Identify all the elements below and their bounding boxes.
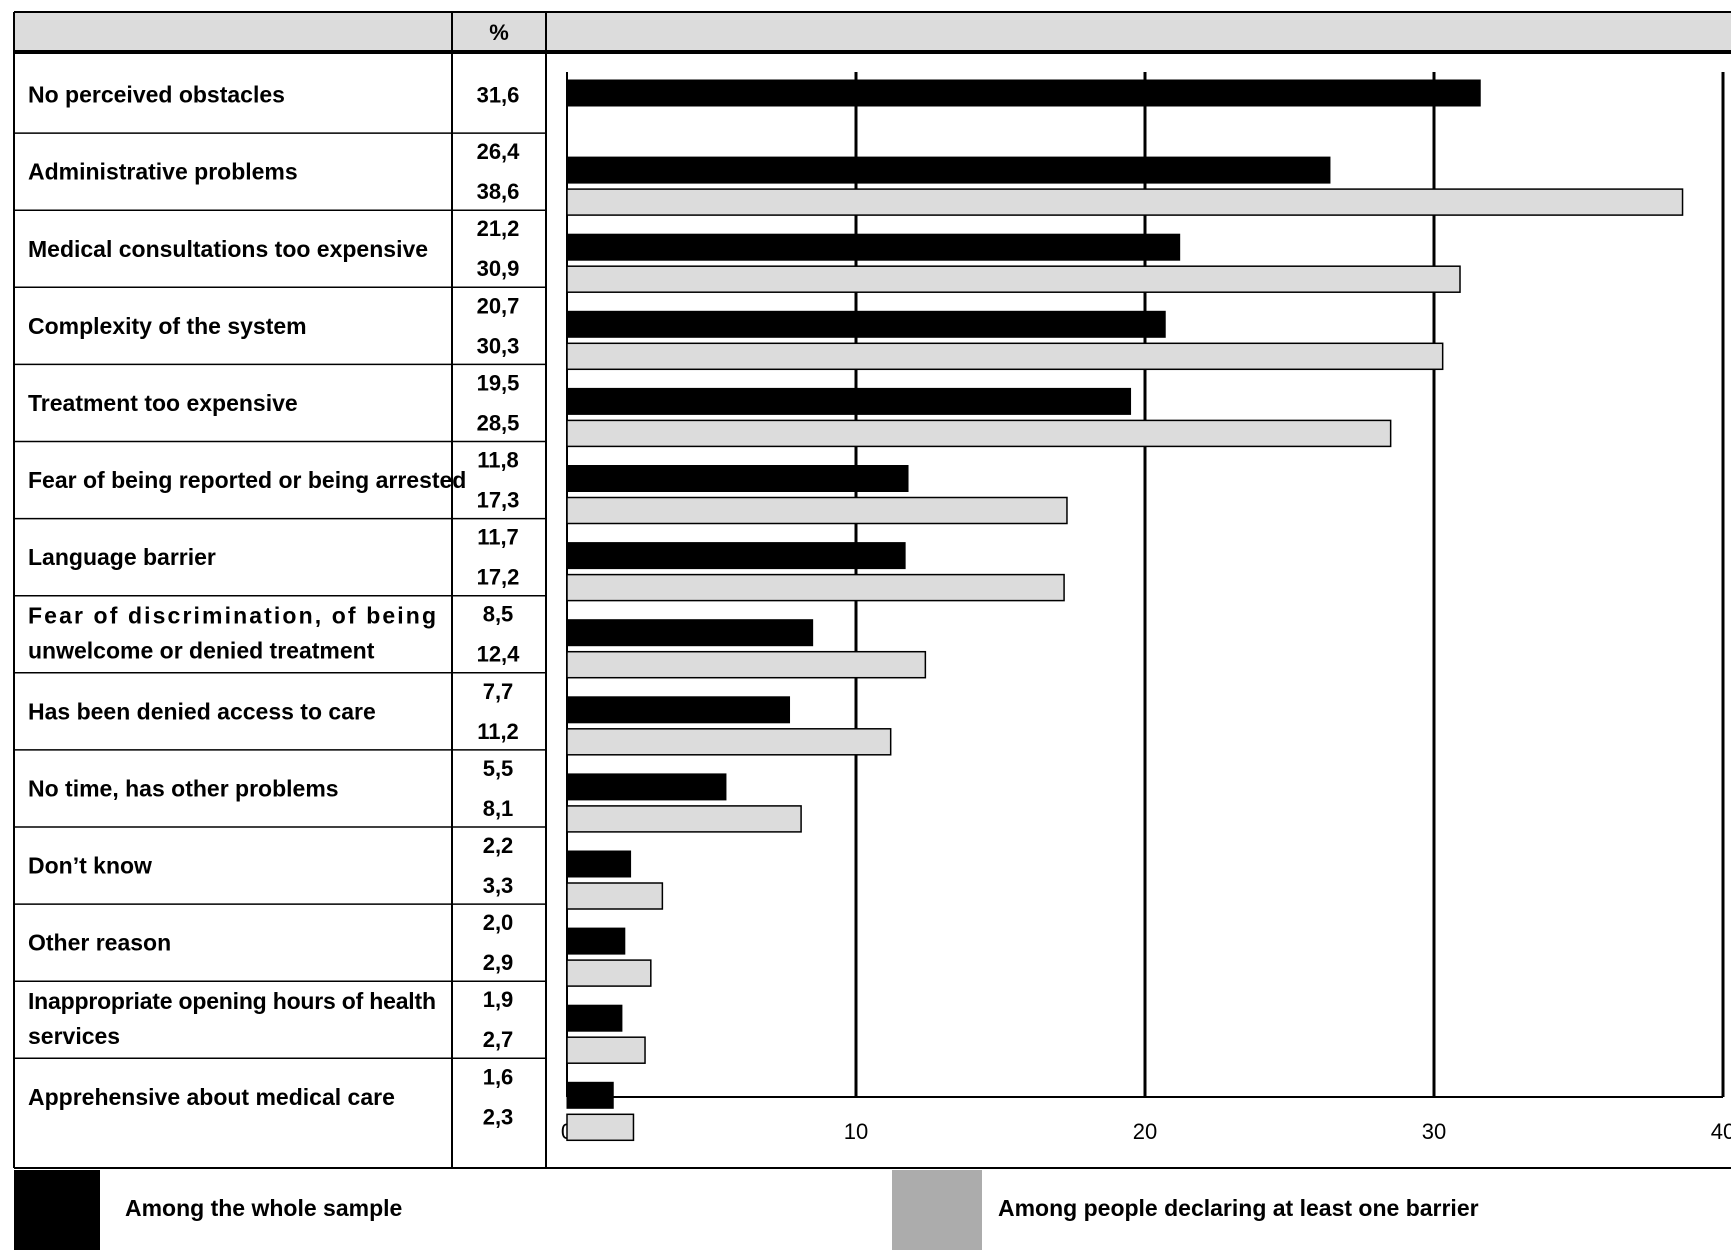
value-label: 21,2 (477, 216, 520, 241)
value-label: 2,0 (483, 910, 514, 935)
category-label: Don’t know (28, 853, 152, 879)
legend-label-whole-sample: Among the whole sample (125, 1195, 402, 1221)
bar-declaring-barrier (566, 573, 1065, 602)
category-label: Inappropriate opening hours of health (28, 988, 436, 1014)
value-label: 11,7 (477, 525, 519, 550)
bar-whole-sample (566, 79, 1481, 107)
value-label: 17,3 (477, 488, 520, 513)
value-label: 7,7 (483, 679, 514, 704)
bar-whole-sample (566, 387, 1132, 415)
bar-declaring-barrier (566, 882, 664, 910)
bar-declaring-barrier (566, 959, 652, 987)
value-label: 1,6 (483, 1064, 514, 1089)
bar-declaring-barrier (566, 650, 927, 679)
bar-whole-sample (566, 619, 814, 647)
category-label: unwelcome or denied treatment (28, 638, 375, 664)
value-label: 3,3 (483, 873, 514, 898)
category-label: No perceived obstacles (28, 82, 285, 108)
bar-whole-sample (566, 310, 1166, 338)
category-label: Has been denied access to care (28, 698, 376, 724)
bar-declaring-barrier (566, 728, 892, 756)
value-label: 5,5 (483, 756, 514, 781)
legend-label-declaring-barrier: Among people declaring at least one barr… (998, 1195, 1479, 1221)
legend-swatch-whole-sample (14, 1170, 100, 1250)
value-label: 30,3 (477, 333, 520, 358)
bar-declaring-barrier (566, 496, 1068, 525)
category-label: Medical consultations too expensive (28, 236, 428, 262)
value-label: 30,9 (477, 256, 520, 281)
value-label: 38,6 (477, 179, 520, 204)
table-header (14, 12, 1731, 52)
legend-swatch-declaring-barrier (892, 1170, 982, 1250)
category-label: Fear of being reported or being arrested (28, 467, 466, 493)
value-label: 26,4 (477, 139, 521, 164)
x-tick-label: 10 (844, 1119, 868, 1144)
x-tick-label: 20 (1133, 1119, 1157, 1144)
value-label: 31,6 (477, 83, 520, 108)
value-label: 12,4 (477, 642, 521, 667)
category-label: Administrative problems (28, 159, 298, 185)
category-label: Apprehensive about medical care (28, 1084, 395, 1110)
value-label: 2,9 (483, 950, 514, 975)
bar-whole-sample (566, 465, 909, 492)
value-label: 8,1 (483, 796, 514, 821)
bar-declaring-barrier (566, 419, 1392, 448)
value-label: 8,5 (483, 602, 514, 627)
value-label: 19,5 (477, 370, 520, 395)
bar-declaring-barrier (566, 1113, 635, 1142)
bar-whole-sample (566, 156, 1331, 184)
category-label: Language barrier (28, 544, 216, 570)
bar-whole-sample (566, 233, 1181, 261)
value-label: 28,5 (477, 410, 520, 435)
x-tick-label: 30 (1422, 1119, 1446, 1144)
bar-declaring-barrier (566, 805, 802, 833)
value-label: 20,7 (477, 293, 520, 318)
value-label: 11,2 (477, 719, 519, 744)
value-label: 2,3 (483, 1104, 514, 1129)
bar-declaring-barrier (566, 265, 1461, 293)
bar-whole-sample (566, 773, 727, 801)
value-label: 17,2 (477, 565, 520, 590)
value-label: 2,2 (483, 833, 514, 858)
category-label: services (28, 1023, 120, 1049)
category-label: Treatment too expensive (28, 390, 298, 416)
bar-declaring-barrier (566, 1036, 646, 1064)
bar-whole-sample (566, 696, 791, 724)
value-label: 2,7 (483, 1027, 514, 1052)
value-label: 11,8 (477, 448, 519, 473)
percent-header: % (489, 20, 509, 45)
category-label: Complexity of the system (28, 313, 307, 339)
category-label: No time, has other problems (28, 775, 339, 801)
bar-declaring-barrier (566, 342, 1444, 371)
x-tick-label: 40 (1711, 1119, 1731, 1144)
category-label: Other reason (28, 930, 171, 956)
bar-whole-sample (566, 1081, 614, 1109)
bar-whole-sample (566, 850, 632, 878)
bar-whole-sample (566, 1004, 623, 1032)
bar-whole-sample (566, 542, 906, 570)
bar-declaring-barrier (566, 188, 1684, 216)
value-label: 1,9 (483, 987, 514, 1012)
category-label: Fear of discrimination, of being (28, 603, 436, 629)
bar-whole-sample (566, 927, 626, 955)
